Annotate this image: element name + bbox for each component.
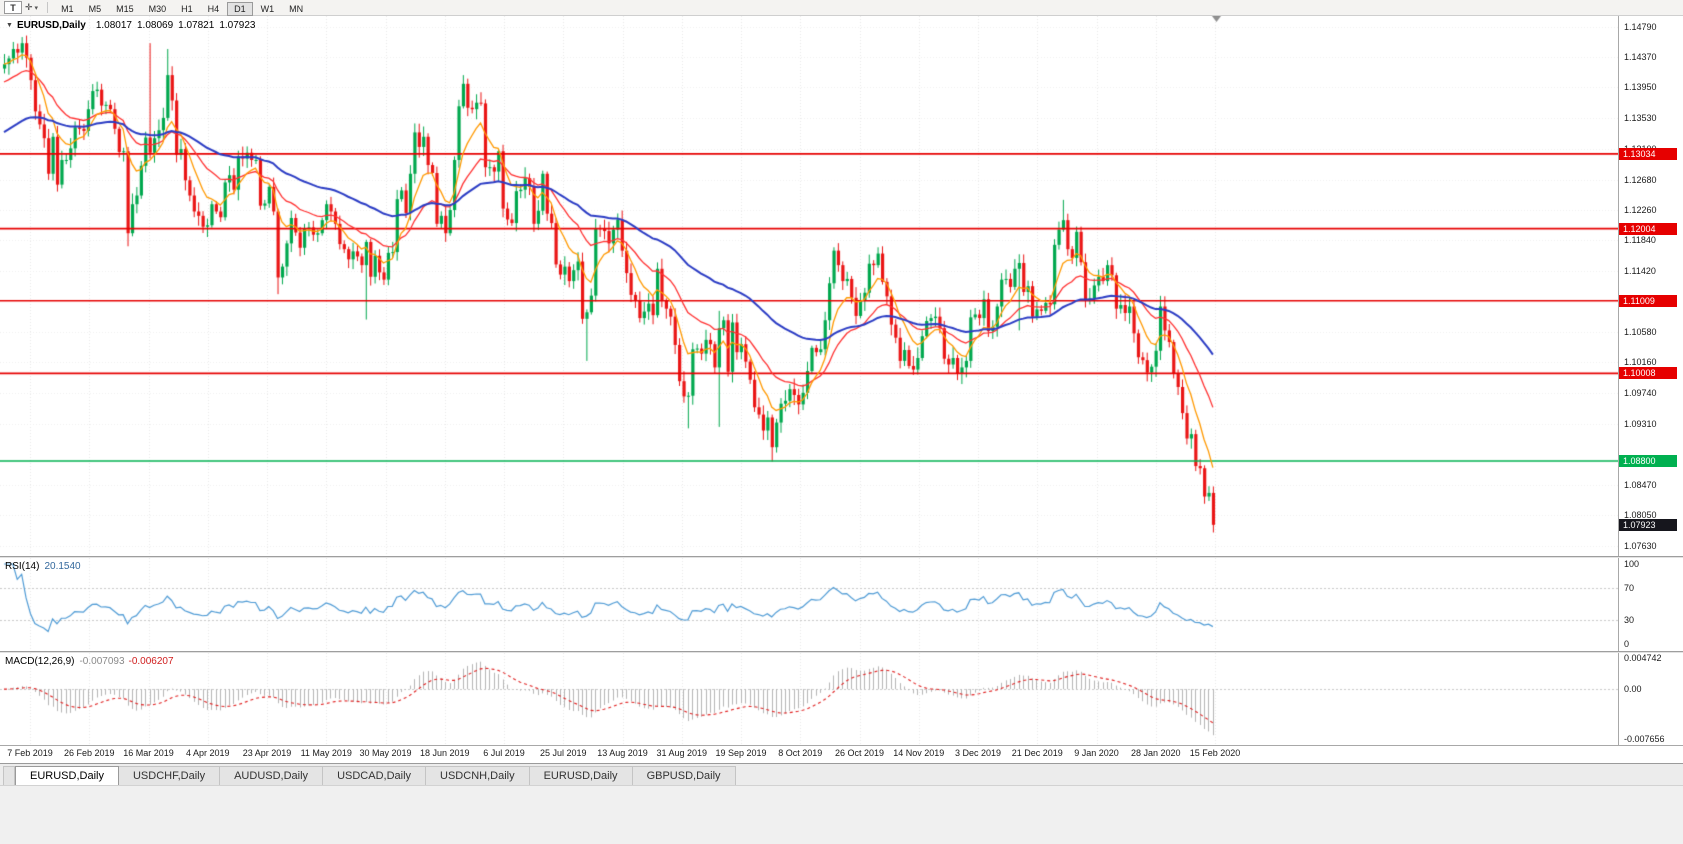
dropdown-caret-icon: ▾: [34, 4, 39, 12]
timeframe-button-h4[interactable]: H4: [207, 3, 220, 14]
time-axis[interactable]: [0, 745, 1683, 763]
text-tool-button[interactable]: T: [4, 1, 22, 14]
chart-title: ▼ EURUSD,Daily 1.08017 1.08069 1.07821 1.0792…: [6, 20, 260, 31]
rsi-pane-canvas[interactable]: [0, 558, 1618, 651]
timeframe-button-m5[interactable]: M5: [88, 3, 102, 14]
timeframe-button-w1[interactable]: W1: [260, 3, 275, 14]
chart-tab-0-eurusd-daily[interactable]: EURUSD,Daily: [15, 766, 119, 785]
timeframe-button-m30[interactable]: M30: [148, 3, 167, 14]
price-chart-canvas[interactable]: [0, 16, 1618, 556]
tab-stub: [3, 766, 15, 785]
price-axis[interactable]: [1618, 16, 1683, 745]
chart-tab-4-usdcnh-daily[interactable]: USDCNH,Daily: [426, 766, 530, 785]
chart-tab-6-gbpusd-daily[interactable]: GBPUSD,Daily: [632, 766, 736, 785]
quote-open: 1.08017: [95, 20, 132, 31]
chart-tab-3-usdcad-daily[interactable]: USDCAD,Daily: [323, 766, 427, 785]
macd-pane-canvas[interactable]: [0, 653, 1618, 745]
macd-name: MACD(12,26,9): [5, 656, 75, 667]
timeframe-button-m1[interactable]: M1: [61, 3, 74, 14]
macd-main-value: -0.007093: [79, 656, 125, 667]
chart-tab-bar: EURUSD,Daily USDCHF,Daily AUDUSD,Daily USDC…: [0, 764, 1683, 786]
rsi-value: 20.1540: [44, 561, 81, 572]
quote-close: 1.07923: [219, 20, 256, 31]
macd-signal-value: -0.006207: [128, 656, 174, 667]
toolbar-separator: [47, 2, 49, 13]
chart-window: ▼ EURUSD,Daily 1.08017 1.08069 1.07821 1.0792…: [0, 16, 1683, 764]
timeframe-button-h1[interactable]: H1: [181, 3, 193, 14]
toolbar: T ✛ ▾ M1 M5 M15 M30 H1 H4 D1 W1 MN: [0, 0, 1683, 16]
timeframe-button-mn[interactable]: MN: [289, 3, 304, 14]
cursor-tool-button[interactable]: ✛ ▾: [22, 1, 41, 14]
quote-high: 1.08069: [137, 20, 174, 31]
pane-separator[interactable]: [0, 651, 1683, 653]
collapse-triangle-icon[interactable]: ▼: [6, 22, 13, 29]
macd-indicator-label: MACD(12,26,9) -0.007093 -0.006207: [5, 656, 174, 667]
chart-tab-5-eurusd-daily[interactable]: EURUSD,Daily: [529, 766, 633, 785]
timeframe-toolbar: M1 M5 M15 M30 H1 H4 D1 W1 MN: [54, 0, 311, 17]
chart-tab-2-audusd-daily[interactable]: AUDUSD,Daily: [220, 766, 324, 785]
rsi-name: RSI(14): [5, 561, 40, 572]
rsi-indicator-label: RSI(14) 20.1540: [5, 561, 81, 572]
chart-tab-1-usdchf-daily[interactable]: USDCHF,Daily: [118, 766, 221, 785]
crosshair-icon: ✛: [25, 2, 33, 12]
timeframe-button-m15[interactable]: M15: [116, 3, 134, 14]
timeframe-button-d1[interactable]: D1: [227, 1, 253, 16]
pane-separator[interactable]: [0, 556, 1683, 558]
quote-low: 1.07821: [178, 20, 215, 31]
chart-symbol: EURUSD,Daily: [16, 20, 86, 31]
